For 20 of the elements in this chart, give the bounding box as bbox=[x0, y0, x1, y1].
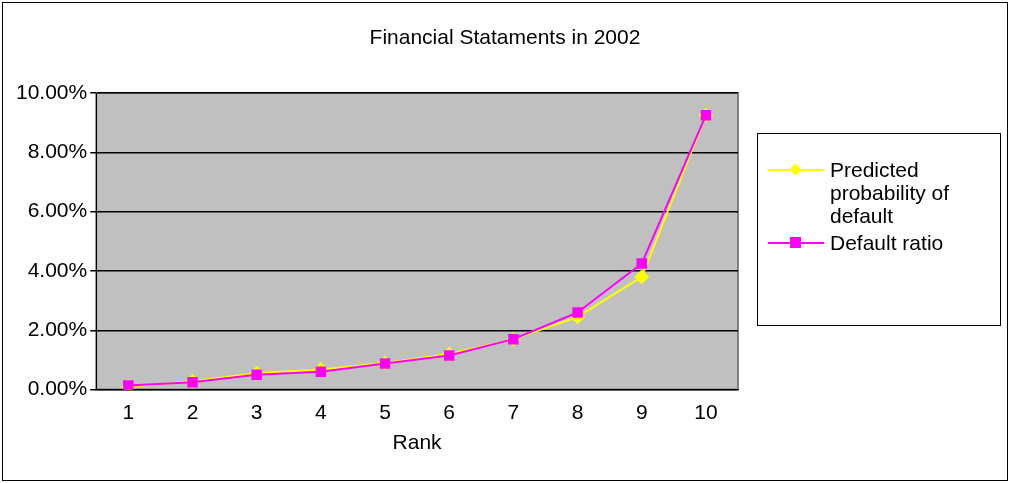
x-tick-label: 1 bbox=[122, 400, 135, 423]
x-tick-label: 5 bbox=[379, 400, 391, 423]
y-tick-label: 0.00% bbox=[27, 376, 88, 400]
x-tick-label: 10 bbox=[694, 400, 718, 423]
y-tick-label: 2.00% bbox=[27, 317, 88, 341]
y-tick-label: 4.00% bbox=[27, 257, 88, 281]
y-tick-label: 10.00% bbox=[15, 79, 88, 103]
legend-label: Predicted probability of default bbox=[830, 158, 951, 227]
x-tick-label: 4 bbox=[315, 400, 327, 423]
x-tick-label: 3 bbox=[250, 400, 263, 423]
x-tick-label: 2 bbox=[186, 400, 199, 423]
x-tick-label: 9 bbox=[635, 400, 648, 423]
x-tick-label: 7 bbox=[507, 400, 520, 423]
chart-title: Financial Stataments in 2002 bbox=[368, 24, 642, 50]
x-axis-title: Rank bbox=[392, 430, 443, 454]
y-tick-label: 8.00% bbox=[27, 139, 88, 163]
legend-label: Default ratio bbox=[830, 231, 944, 254]
x-tick-label: 6 bbox=[443, 400, 456, 423]
y-tick-label: 6.00% bbox=[27, 198, 88, 222]
x-tick-label: 8 bbox=[571, 400, 584, 423]
